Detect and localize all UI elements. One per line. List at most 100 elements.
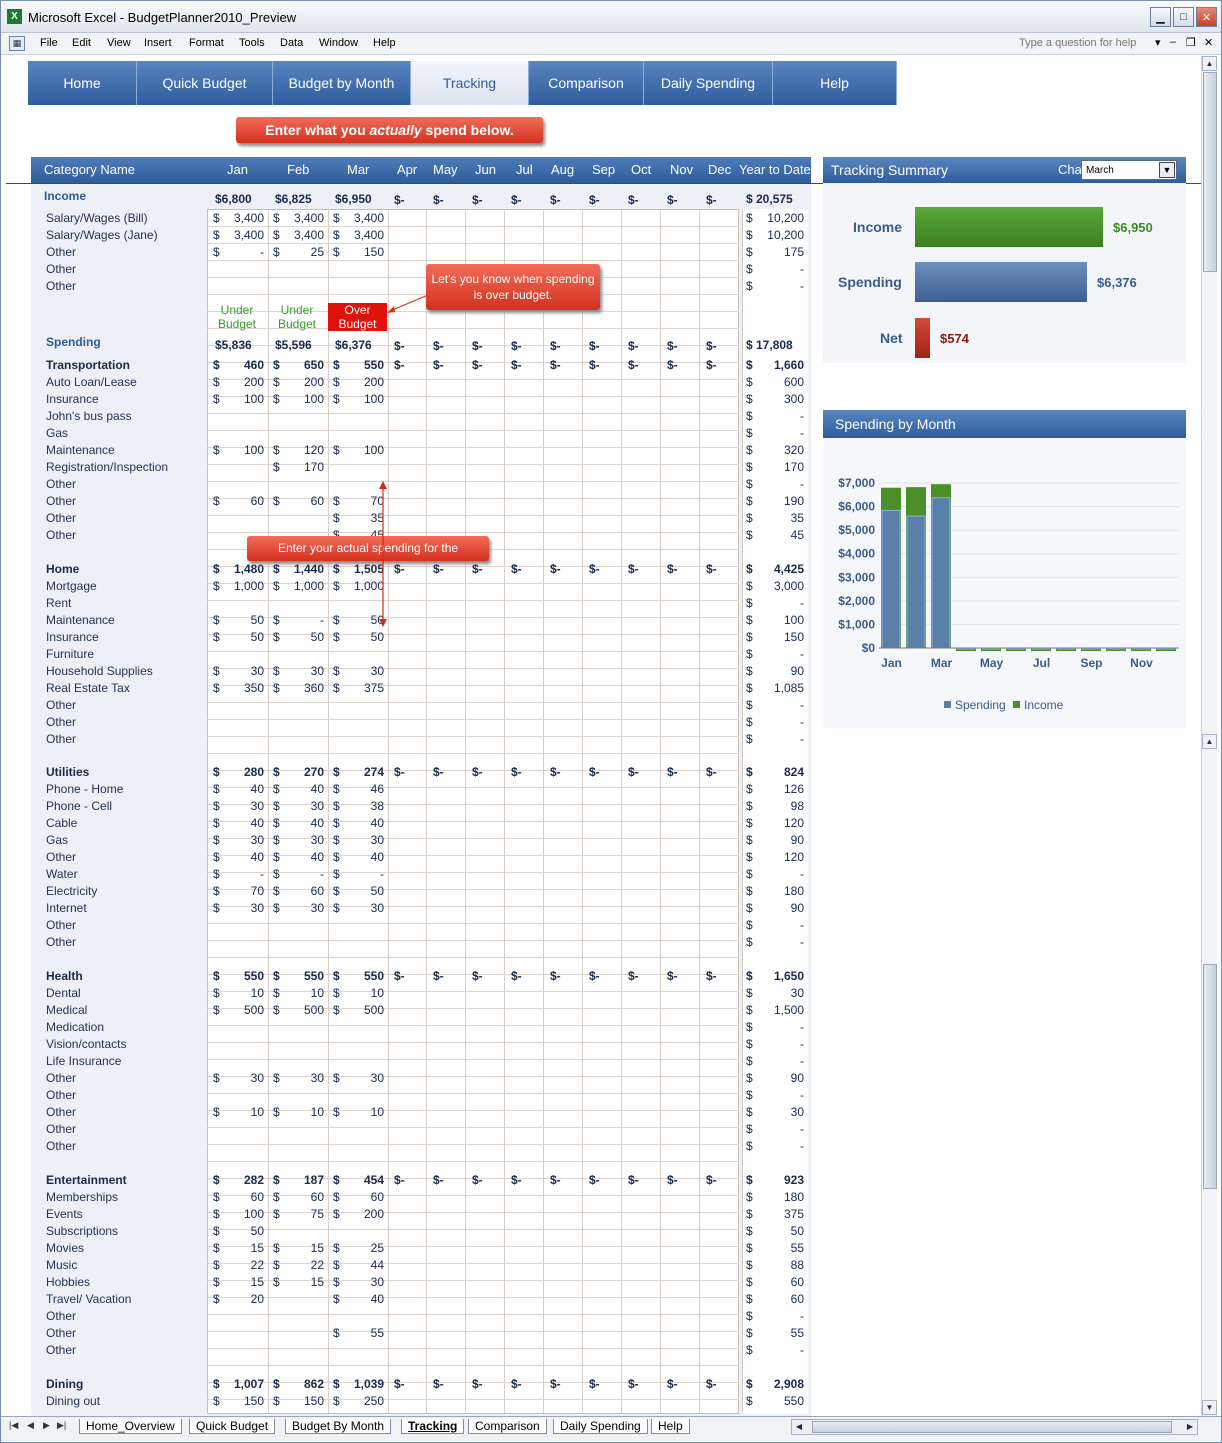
section-row-cell[interactable]: - [260, 867, 264, 881]
section-row-cell[interactable]: 1,000 [293, 579, 324, 593]
tab-nav-prev-icon[interactable]: ◀ [27, 1420, 34, 1430]
section-row-cell[interactable]: 500 [303, 1003, 324, 1017]
section-row-cell[interactable]: 15 [250, 1241, 264, 1255]
menu-file[interactable]: File [40, 37, 58, 49]
tab-comparison[interactable]: Comparison [529, 61, 644, 105]
section-row-cell[interactable]: 10 [310, 986, 324, 1000]
section-row-cell[interactable]: 30 [370, 901, 384, 915]
menu-edit[interactable]: Edit [72, 37, 91, 49]
section-row-cell[interactable]: 50 [250, 630, 264, 644]
section-row-cell[interactable]: 30 [310, 901, 324, 915]
section-row-cell[interactable]: 60 [310, 1190, 324, 1204]
section-total-cell[interactable]: 187 [303, 1173, 324, 1187]
menu-tools[interactable]: Tools [239, 37, 265, 49]
section-row-cell[interactable]: 40 [310, 782, 324, 796]
sheet-tab-home-overview[interactable]: Home_Overview [79, 1419, 182, 1434]
income-row-cell[interactable]: 3,400 [353, 211, 384, 225]
tab-nav-next-icon[interactable]: ▶ [43, 1420, 50, 1430]
section-row-cell[interactable]: 25 [370, 1241, 384, 1255]
menu-window[interactable]: Window [319, 37, 359, 49]
chart-month-select[interactable]: March ▼ [1081, 160, 1177, 180]
section-row-cell[interactable]: 40 [370, 816, 384, 830]
section-row-cell[interactable]: 10 [250, 986, 264, 1000]
tab-tracking[interactable]: Tracking [411, 61, 529, 105]
section-row-cell[interactable]: 50 [370, 630, 384, 644]
scroll-thumb-bottom[interactable] [1203, 964, 1217, 1189]
section-row-cell[interactable]: 100 [243, 1207, 264, 1221]
income-row-cell[interactable]: 3,400 [233, 228, 264, 242]
section-total-cell[interactable]: 1,480 [233, 562, 264, 576]
scroll-up-icon[interactable]: ▲ [1202, 56, 1217, 71]
section-total-cell[interactable]: 1,440 [293, 562, 324, 576]
section-row-cell[interactable]: 50 [370, 884, 384, 898]
section-row-cell[interactable]: 70 [370, 494, 384, 508]
tab-home[interactable]: Home [28, 61, 137, 105]
section-row-cell[interactable]: 50 [250, 1224, 264, 1238]
h-scroll-thumb[interactable] [812, 1421, 1172, 1433]
section-row-cell[interactable]: 50 [310, 630, 324, 644]
scroll-down-icon[interactable]: ▼ [1202, 1400, 1217, 1415]
section-row-cell[interactable]: 10 [370, 986, 384, 1000]
section-total-cell[interactable]: 550 [363, 358, 384, 372]
section-row-cell[interactable]: 75 [310, 1207, 324, 1221]
section-row-cell[interactable]: 30 [310, 799, 324, 813]
section-row-cell[interactable]: - [320, 613, 324, 627]
section-row-cell[interactable]: 30 [370, 1275, 384, 1289]
section-total-cell[interactable]: 1,505 [353, 562, 384, 576]
section-row-cell[interactable]: 60 [370, 1190, 384, 1204]
section-row-cell[interactable]: 30 [250, 664, 264, 678]
section-row-cell[interactable]: 100 [363, 443, 384, 457]
section-row-cell[interactable]: 50 [370, 613, 384, 627]
section-row-cell[interactable]: 50 [250, 613, 264, 627]
section-total-cell[interactable]: 1,007 [233, 1377, 264, 1391]
section-row-cell[interactable]: 30 [250, 833, 264, 847]
section-row-cell[interactable]: 1,000 [233, 579, 264, 593]
section-row-cell[interactable]: 30 [250, 901, 264, 915]
section-row-cell[interactable]: 40 [370, 850, 384, 864]
section-row-cell[interactable]: 40 [310, 850, 324, 864]
doc-close-icon[interactable]: ✕ [1204, 37, 1214, 49]
income-row-cell[interactable]: 25 [310, 245, 324, 259]
maximize-button[interactable]: □ [1173, 7, 1194, 27]
section-row-cell[interactable]: 10 [370, 1105, 384, 1119]
section-row-cell[interactable]: 120 [303, 443, 324, 457]
section-total-cell[interactable]: 460 [243, 358, 264, 372]
section-row-cell[interactable]: 170 [303, 460, 324, 474]
section-row-cell[interactable]: 22 [310, 1258, 324, 1272]
income-row-cell[interactable]: - [260, 245, 264, 259]
section-total-cell[interactable]: 650 [303, 358, 324, 372]
section-row-cell[interactable]: 40 [250, 782, 264, 796]
section-row-cell[interactable]: - [320, 867, 324, 881]
section-row-cell[interactable]: 100 [363, 392, 384, 406]
help-dropdown-icon[interactable]: ▾ [1155, 37, 1161, 49]
income-row-cell[interactable]: 3,400 [293, 228, 324, 242]
section-row-cell[interactable]: 38 [370, 799, 384, 813]
help-search-input[interactable]: Type a question for help [1019, 37, 1137, 49]
section-row-cell[interactable]: 60 [250, 494, 264, 508]
tab-help[interactable]: Help [773, 61, 897, 105]
section-total-cell[interactable]: 270 [303, 765, 324, 779]
income-row-cell[interactable]: 3,400 [233, 211, 264, 225]
section-row-cell[interactable]: 60 [250, 1190, 264, 1204]
section-row-cell[interactable]: 375 [363, 681, 384, 695]
section-total-cell[interactable]: 862 [303, 1377, 324, 1391]
section-row-cell[interactable]: 100 [243, 443, 264, 457]
section-row-cell[interactable]: 1,000 [353, 579, 384, 593]
section-row-cell[interactable]: 70 [250, 884, 264, 898]
section-total-cell[interactable]: 550 [243, 969, 264, 983]
section-row-cell[interactable]: - [380, 867, 384, 881]
tab-nav-last-icon[interactable]: ▶| [57, 1420, 67, 1430]
chevron-down-icon[interactable]: ▼ [1159, 162, 1175, 178]
income-row-cell[interactable]: 3,400 [293, 211, 324, 225]
scroll-thumb-top[interactable] [1203, 72, 1217, 272]
section-row-cell[interactable]: 44 [370, 1258, 384, 1272]
section-total-cell[interactable]: 282 [243, 1173, 264, 1187]
section-row-cell[interactable]: 350 [243, 681, 264, 695]
menu-data[interactable]: Data [280, 37, 304, 49]
menu-format[interactable]: Format [189, 37, 224, 49]
section-row-cell[interactable]: 46 [370, 782, 384, 796]
section-row-cell[interactable]: 10 [250, 1105, 264, 1119]
section-total-cell[interactable]: 454 [363, 1173, 384, 1187]
horizontal-scrollbar[interactable]: ◀ ▶ [791, 1419, 1198, 1435]
section-row-cell[interactable]: 15 [310, 1275, 324, 1289]
